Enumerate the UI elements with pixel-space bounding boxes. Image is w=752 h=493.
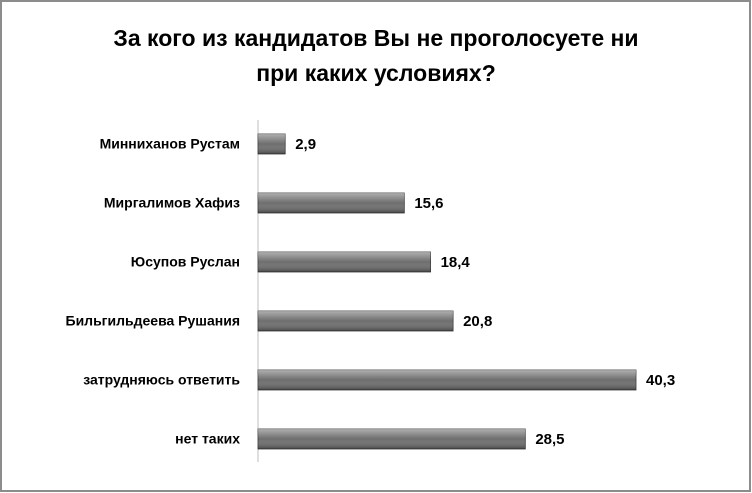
value-label: 18,4 xyxy=(441,254,471,271)
chart-title: при каких условиях? xyxy=(256,60,496,86)
bar-shade xyxy=(258,193,405,213)
value-label: 40,3 xyxy=(646,372,675,389)
category-label: Миргалимов Хафиз xyxy=(104,195,240,211)
value-label: 28,5 xyxy=(535,431,564,448)
category-label: Минниханов Рустам xyxy=(100,136,240,152)
value-label: 2,9 xyxy=(295,136,316,153)
bar-shade xyxy=(258,252,431,272)
category-label: затрудняюсь ответить xyxy=(83,372,240,388)
category-label: нет таких xyxy=(175,431,240,447)
bar-shade xyxy=(258,134,286,154)
value-label: 20,8 xyxy=(463,313,492,330)
value-label: 15,6 xyxy=(414,195,443,212)
bar-shade xyxy=(258,370,637,390)
category-label: Бильгильдеева Рушания xyxy=(66,313,240,329)
chart-title: За кого из кандидатов Вы не проголосуете… xyxy=(113,25,638,51)
bar-shade xyxy=(258,429,526,449)
category-label: Юсупов Руслан xyxy=(131,254,240,270)
bar-shade xyxy=(258,311,454,331)
